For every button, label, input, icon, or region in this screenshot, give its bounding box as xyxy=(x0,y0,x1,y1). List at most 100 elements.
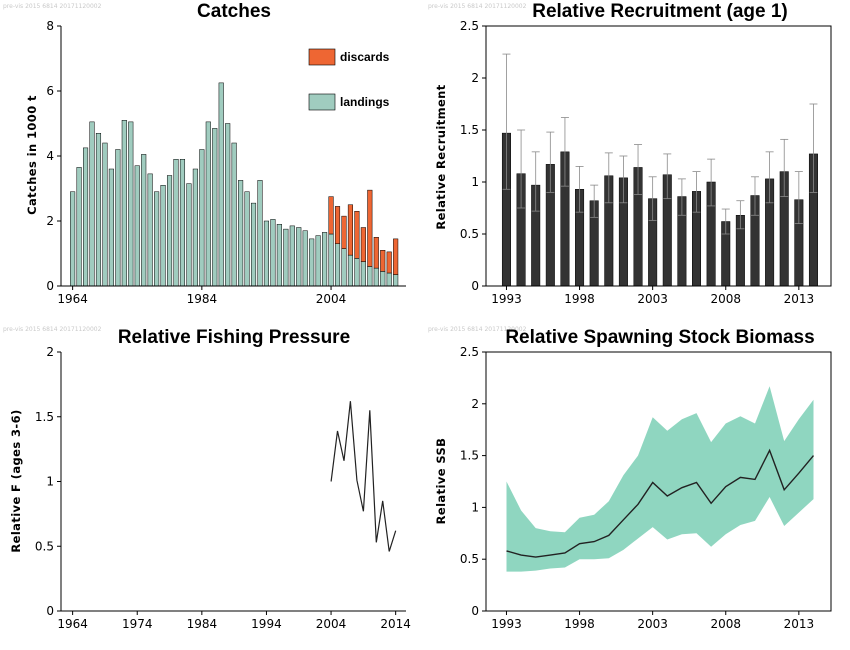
fishing-pressure-x-tick-label: 2014 xyxy=(380,617,411,631)
landings-bar xyxy=(302,230,308,287)
ssb-y-tick-label: 2 xyxy=(471,397,479,411)
landings-bar xyxy=(380,271,386,287)
ssb-line xyxy=(506,448,815,558)
landings-bar xyxy=(218,82,224,287)
discards-bar xyxy=(354,211,360,259)
recruitment-x-tick-label: 2008 xyxy=(710,292,741,306)
catches-y-axis-label: Catches in 1000 t xyxy=(25,95,39,215)
landings-bar xyxy=(89,121,95,287)
legend-label-discards: discards xyxy=(340,50,390,64)
fishing-pressure-x-tick-label: 1994 xyxy=(251,617,282,631)
landings-bar xyxy=(354,258,360,287)
landings-bar xyxy=(134,165,140,287)
landings-bar xyxy=(186,183,192,287)
landings-bar xyxy=(386,272,392,287)
ssb-y-tick-label: 2.5 xyxy=(460,345,479,359)
landings-bar xyxy=(263,220,269,287)
fishing-pressure-axes: 0 0.5 1 1.5 2 1964 1974 1984 1994 2004 2014 xyxy=(35,345,411,631)
landings-bar xyxy=(238,180,244,287)
landings-bar xyxy=(76,167,82,287)
fishing-pressure-y-axis-label: Relative F (ages 3-6) xyxy=(9,409,23,552)
recruitment-watermark: pre-vis 2015 6814 20171120002 xyxy=(428,3,527,10)
ssb-y-axis-label: Relative SSB xyxy=(434,438,448,525)
recruitment-y-tick-label: 0 xyxy=(471,279,479,293)
landings-bar xyxy=(289,225,295,287)
ssb-title: Relative Spawning Stock Biomass xyxy=(505,327,814,348)
catches-legend: discards landings xyxy=(308,48,390,111)
landings-bar xyxy=(141,154,147,287)
landings-bar xyxy=(160,185,166,287)
recruitment-plot-frame xyxy=(485,25,832,287)
landings-bar xyxy=(322,232,328,287)
catches-x-tick-label: 2004 xyxy=(316,292,347,306)
discards-bar xyxy=(328,196,334,235)
recruitment-y-tick-label: 1 xyxy=(471,175,479,189)
ssb-axes: 0 0.5 1 1.5 2 2.5 1993 1998 2003 2008 2013 xyxy=(460,345,832,631)
landings-bar xyxy=(115,149,121,287)
ssb-y-tick-label: 0 xyxy=(471,604,479,618)
landings-bar xyxy=(270,219,276,287)
landings-bar xyxy=(225,123,231,287)
ssb-x-tick-label: 2008 xyxy=(710,617,741,631)
catches-y-tick-label: 8 xyxy=(46,19,54,33)
landings-bar xyxy=(166,175,173,287)
ssb-plot-frame xyxy=(485,351,832,612)
fishing-pressure-x-tick-label: 1974 xyxy=(122,617,153,631)
fishing-pressure-title: Relative Fishing Pressure xyxy=(118,327,350,348)
landings-bar xyxy=(276,224,282,287)
catches-title: Catches xyxy=(197,1,271,22)
fishing-pressure-x-tick-label: 1964 xyxy=(57,617,88,631)
recruitment-x-tick-label: 1993 xyxy=(491,292,522,306)
landings-bar xyxy=(147,173,153,287)
discards-bar xyxy=(341,215,347,249)
recruitment-bars xyxy=(501,53,818,287)
fishing-pressure-y-tick-label: 1 xyxy=(46,475,54,489)
landings-bar xyxy=(199,149,205,287)
fishing-pressure-line xyxy=(330,401,397,552)
catches-watermark: pre-vis 2015 6814 20171120002 xyxy=(3,3,102,10)
fishing-pressure-plot xyxy=(330,401,397,552)
ssb-x-tick-label: 2003 xyxy=(637,617,668,631)
recruitment-x-tick-label: 1998 xyxy=(564,292,595,306)
recruitment-title: Relative Recruitment (age 1) xyxy=(532,1,788,22)
fishing-pressure-panel: pre-vis 2015 6814 20171120002 Relative F… xyxy=(3,326,411,631)
landings-bar xyxy=(283,228,289,287)
landings-bar xyxy=(121,120,127,287)
legend-swatch-landings xyxy=(308,93,336,111)
recruitment-y-tick-label: 1.5 xyxy=(460,123,479,137)
discards-bar xyxy=(393,238,399,275)
landings-bar xyxy=(102,142,108,287)
landings-bar xyxy=(70,191,76,287)
landings-bar xyxy=(347,254,353,287)
landings-bar xyxy=(309,238,315,287)
catches-bars xyxy=(70,82,399,287)
landings-bar xyxy=(257,180,263,287)
landings-bar xyxy=(328,233,334,287)
recruitment-y-tick-label: 2 xyxy=(471,71,479,85)
catches-y-tick-label: 6 xyxy=(46,84,54,98)
landings-bar xyxy=(154,191,160,287)
landings-bar xyxy=(108,168,114,287)
landings-bar xyxy=(373,267,379,287)
landings-bar xyxy=(128,121,134,287)
ssb-x-tick-label: 1998 xyxy=(564,617,595,631)
catches-panel: pre-vis 2015 6814 20171120002 Catches Ca… xyxy=(3,1,406,306)
recruitment-panel: pre-vis 2015 6814 20171120002 Relative R… xyxy=(428,1,832,306)
fishing-pressure-x-tick-label: 1984 xyxy=(187,617,218,631)
recruitment-x-tick-label: 2013 xyxy=(784,292,815,306)
ssb-panel: pre-vis 2015 6814 20171120002 Relative S… xyxy=(428,326,832,631)
recruitment-x-tick-label: 2003 xyxy=(637,292,668,306)
legend-label-landings: landings xyxy=(340,95,390,109)
landings-bar xyxy=(244,191,250,287)
catches-y-tick-label: 4 xyxy=(46,149,54,163)
catches-x-tick-label: 1984 xyxy=(187,292,218,306)
landings-bar xyxy=(205,121,211,287)
discards-bar xyxy=(334,206,341,244)
landings-bar xyxy=(296,227,302,287)
fishing-pressure-y-tick-label: 1.5 xyxy=(35,410,54,424)
discards-bar xyxy=(360,227,366,262)
landings-bar xyxy=(231,142,237,287)
landings-bar xyxy=(173,159,179,287)
landings-bar xyxy=(212,128,218,287)
